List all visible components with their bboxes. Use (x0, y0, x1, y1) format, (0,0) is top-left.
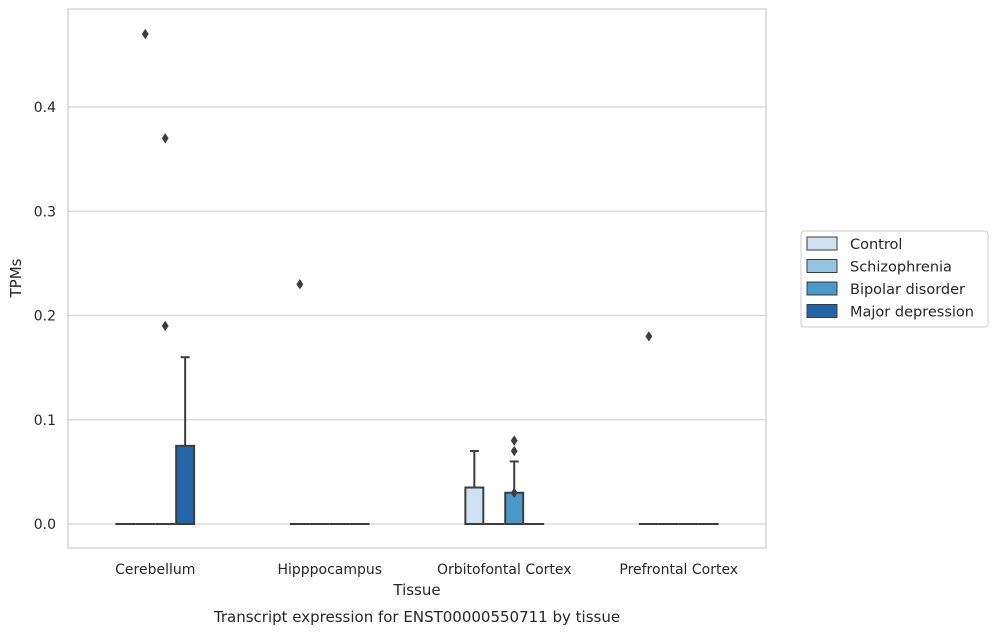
outlier-point (510, 445, 518, 457)
x-tick-label: Prefrontal Cortex (619, 562, 738, 578)
series-major-depression (175, 356, 719, 526)
chart-title: Transcript expression for ENST0000055071… (213, 608, 620, 626)
series-schizophrenia (135, 28, 679, 526)
box-body (464, 486, 485, 526)
grid-lines (68, 106, 766, 525)
series-control (115, 279, 659, 526)
x-tick-label: Cerebellum (115, 562, 195, 578)
plot-frame (67, 8, 767, 549)
outlier-point (296, 279, 304, 290)
series-bipolar-disorder (155, 133, 699, 526)
outlier-point (161, 133, 169, 144)
box (504, 435, 525, 526)
outlier-point (645, 331, 653, 342)
box (135, 28, 156, 526)
legend-label: Major depression (850, 305, 974, 321)
legend-items: Control Schizophrenia Bipolar disorder Majo… (806, 236, 974, 321)
outlier-point (141, 28, 149, 40)
x-axis-label: Tissue (392, 581, 440, 599)
y-axis-label: TPMs (7, 258, 25, 298)
legend-frame (800, 230, 989, 328)
legend-label: Control (850, 237, 902, 253)
legend-swatch (806, 236, 838, 251)
legend-swatch (806, 304, 838, 318)
box-plot-series (115, 28, 719, 526)
legend-swatch (806, 259, 838, 273)
legend-label: Bipolar disorder (850, 282, 965, 298)
y-tick-label: 0.0 (34, 517, 56, 533)
legend-label: Schizophrenia (850, 260, 952, 276)
legend: Control Schizophrenia Bipolar disorder Majo… (800, 230, 989, 328)
box (155, 133, 176, 526)
box (175, 356, 196, 526)
y-tick-label: 0.4 (34, 100, 56, 116)
x-tick-label: Hipppocampus (277, 562, 382, 578)
legend-item: Schizophrenia (806, 259, 952, 276)
x-tick-label: Orbitofontal Cortex (437, 562, 572, 578)
outlier-point (510, 487, 518, 498)
y-tick-label: 0.3 (34, 204, 56, 220)
box (289, 279, 310, 526)
outlier-point (161, 320, 169, 332)
y-tick-label: 0.2 (34, 309, 56, 325)
legend-item: Bipolar disorder (806, 281, 965, 298)
legend-item: Major depression (806, 304, 974, 321)
legend-item: Control (806, 236, 902, 253)
box (464, 450, 485, 526)
y-tick-labels: 0.0 0.1 0.2 0.3 0.4 (34, 100, 56, 533)
x-tick-labels: Cerebellum Hipppocampus Orbitofontal Corte… (115, 562, 738, 578)
legend-swatch (806, 281, 838, 296)
box (638, 331, 659, 526)
outlier-point (510, 435, 518, 446)
y-tick-label: 0.1 (34, 413, 56, 429)
box-body (175, 444, 196, 526)
